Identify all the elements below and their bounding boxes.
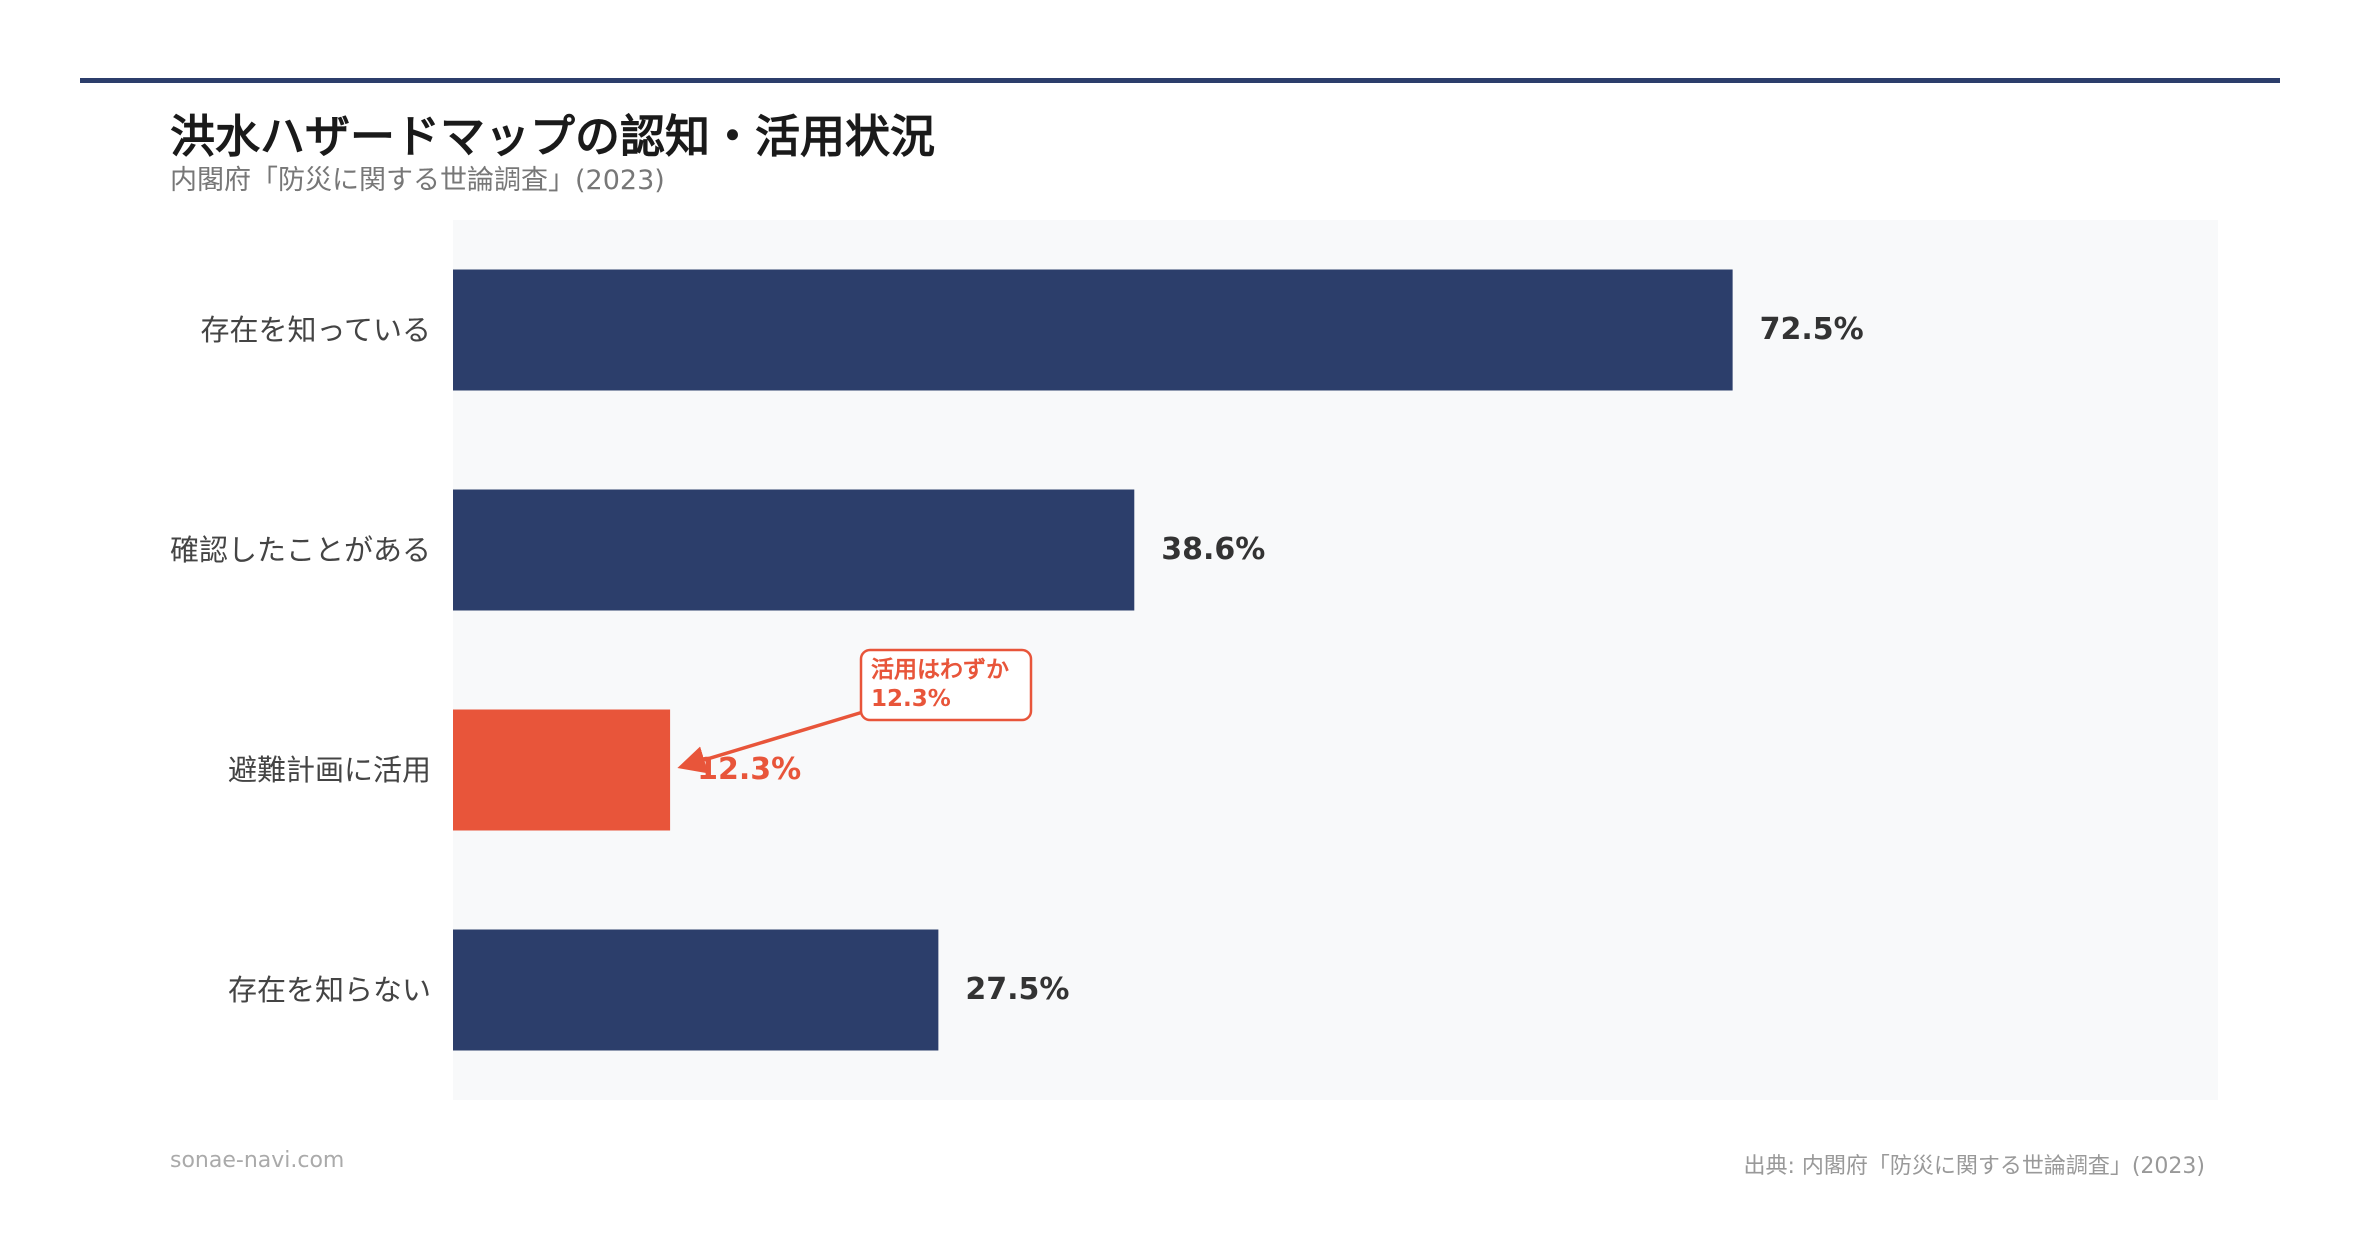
category-label: 存在を知っている [200, 313, 431, 347]
value-label: 72.5% [1760, 312, 1864, 347]
annotation-arrow [677, 710, 864, 774]
category-label: 確認したことがある [170, 533, 431, 567]
annotation-text-line1: 活用はわずか [871, 657, 1009, 683]
chart-subtitle: 内閣府「防災に関する世論調査」(2023) [170, 165, 665, 196]
category-label: 避難計画に活用 [228, 753, 431, 787]
value-label: 27.5% [965, 972, 1069, 1007]
site-footer: sonae-navi.com [170, 1148, 345, 1173]
top-rule [80, 78, 2280, 83]
category-label: 存在を知らない [228, 973, 431, 1007]
source-footer: 出典: 内閣府「防災に関する世論調査」(2023) [1743, 1154, 2205, 1179]
bar [453, 929, 939, 1051]
bar [453, 269, 1733, 391]
bar-highlight [453, 709, 671, 831]
value-label: 38.6% [1161, 532, 1265, 567]
bar [453, 489, 1135, 611]
annotation-box [859, 648, 1033, 722]
annotation-text-line2: 12.3% [871, 686, 951, 712]
chart-title: 洪水ハザードマップの認知・活用状況 [170, 110, 936, 163]
